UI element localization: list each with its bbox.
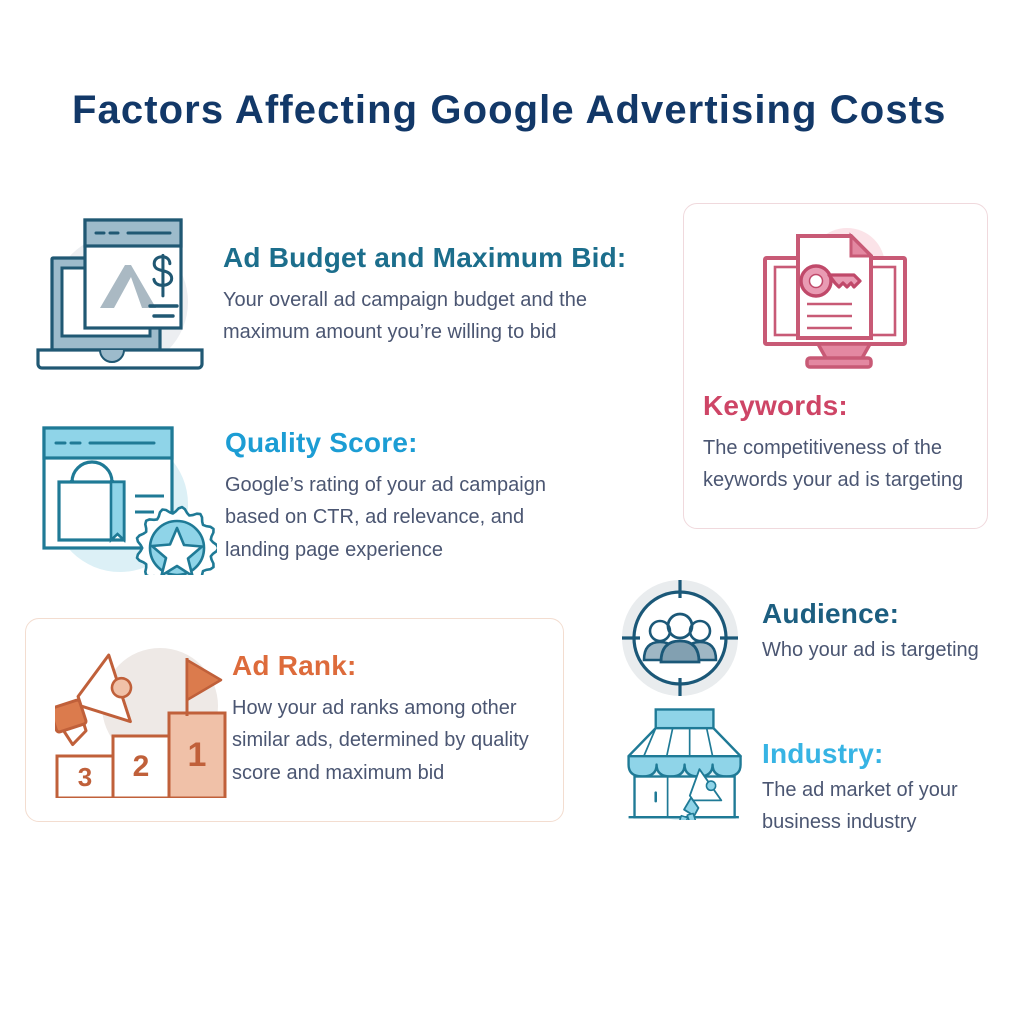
svg-text:1: 1 [188,736,207,774]
svg-text:2: 2 [133,750,150,783]
svg-text:3: 3 [78,762,92,792]
